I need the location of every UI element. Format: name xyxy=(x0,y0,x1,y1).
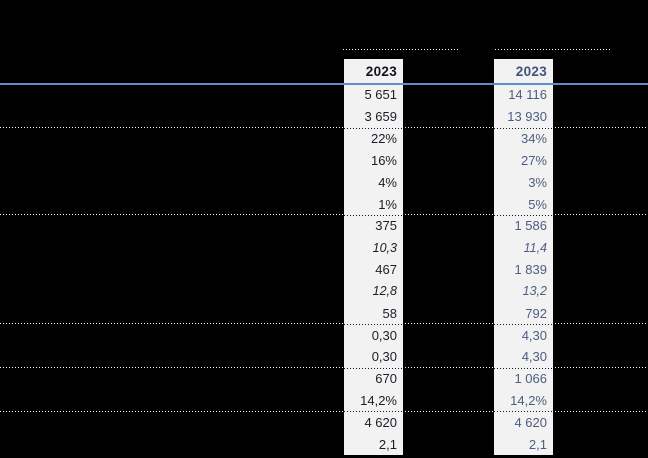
row-divider xyxy=(0,411,648,412)
table-cell: 4 620 xyxy=(344,411,403,434)
table-cell: 0,30 xyxy=(371,349,397,365)
table-cell: 375 xyxy=(344,214,403,237)
table-cell: 3 659 xyxy=(364,109,397,125)
table-cell: 5% xyxy=(528,196,547,212)
table-cell: 2,1 xyxy=(528,436,547,452)
table-cell: 27% xyxy=(520,152,547,168)
table-cell: 1% xyxy=(378,196,397,212)
table-cell: 2,1 xyxy=(378,436,397,452)
table-cell: 4,30 xyxy=(494,324,553,346)
table-cell: 16% xyxy=(370,152,397,168)
value-column-2: 2023 14 116 13 930 34% 27% 3% 5% 1 586 1… xyxy=(494,59,553,455)
row-divider xyxy=(0,214,648,215)
value-column-1: 2023 5 651 3 659 22% 16% 4% 1% 375 10,3 … xyxy=(344,59,403,455)
table-cell: 0,30 xyxy=(344,324,403,346)
row-divider xyxy=(0,367,648,368)
table-cell: 14 116 xyxy=(508,87,547,103)
table-cell: 1 586 xyxy=(494,214,553,237)
table-cell: 1 839 xyxy=(514,262,547,278)
table-cell: 34% xyxy=(494,127,553,150)
year-header: 2023 xyxy=(515,64,547,79)
column-group-dotted-rule-2 xyxy=(495,49,610,50)
table-cell: 13,2 xyxy=(522,284,547,299)
table-cell: 1 066 xyxy=(494,367,553,390)
table-cell: 10,3 xyxy=(372,240,397,255)
table-cell: 670 xyxy=(344,367,403,390)
year-header: 2023 xyxy=(365,64,397,79)
row-divider xyxy=(0,323,648,324)
table-cell: 3% xyxy=(528,174,547,190)
header-underline-rule xyxy=(0,83,648,85)
table-cell: 13 930 xyxy=(507,109,547,125)
table-cell: 467 xyxy=(375,262,397,278)
table-cell: 792 xyxy=(525,305,547,321)
table-cell: 22% xyxy=(344,127,403,150)
table-cell: 4,30 xyxy=(521,349,547,365)
column-group-dotted-rule-1 xyxy=(343,49,460,50)
table-cell: 14,2% xyxy=(510,393,547,408)
table-cell: 14,2% xyxy=(360,393,397,408)
row-divider xyxy=(0,127,648,128)
table-cell: 4% xyxy=(378,174,397,190)
table-cell: 12,8 xyxy=(372,284,397,299)
table-cell: 58 xyxy=(382,305,397,321)
table-cell: 5 651 xyxy=(364,87,397,103)
table-cell: 11,4 xyxy=(523,240,547,255)
table-cell: 4 620 xyxy=(494,411,553,434)
